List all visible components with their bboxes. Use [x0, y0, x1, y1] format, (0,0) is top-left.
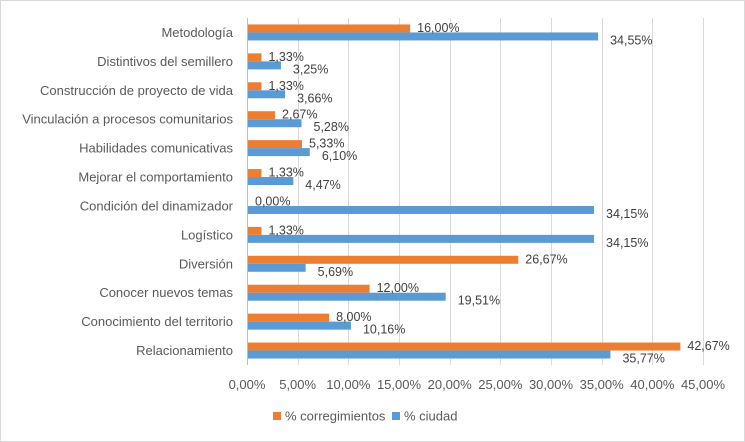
x-tick-label: 5,00%	[279, 377, 316, 392]
data-label-corregimientos: 1,33%	[268, 166, 303, 180]
data-label-corregimientos: 1,33%	[268, 79, 303, 93]
bar-corregimientos	[248, 24, 411, 33]
x-tick-label: 15,00%	[377, 377, 422, 392]
data-label-ciudad: 5,69%	[318, 265, 353, 279]
bar-corregimientos	[248, 111, 276, 120]
bar-corregimientos	[248, 140, 303, 149]
data-label-ciudad: 10,16%	[363, 323, 405, 337]
bar-ciudad	[248, 90, 286, 99]
x-tick-label: 40,00%	[630, 377, 675, 392]
bar-corregimientos	[248, 226, 262, 235]
category-label: Mejorar el comportamiento	[78, 170, 233, 185]
legend-label: % corregimientos	[285, 409, 386, 424]
bars	[248, 24, 681, 359]
x-tick-label: 20,00%	[428, 377, 473, 392]
bar-corregimientos	[248, 82, 262, 91]
bar-ciudad	[248, 148, 310, 157]
data-label-corregimientos: 26,67%	[525, 252, 567, 266]
legend-swatch	[273, 412, 281, 420]
data-label-corregimientos: 1,33%	[268, 223, 303, 237]
data-label-ciudad: 3,66%	[297, 91, 332, 105]
bar-corregimientos	[248, 255, 519, 264]
legend-label: % ciudad	[404, 409, 457, 424]
data-label-ciudad: 19,51%	[458, 294, 500, 308]
category-label: Vinculación a procesos comunitarios	[22, 112, 233, 127]
bar-corregimientos	[248, 313, 330, 322]
bar-ciudad	[248, 205, 595, 214]
data-label-ciudad: 35,77%	[622, 352, 664, 366]
bar-corregimientos	[248, 284, 370, 293]
legend-swatch	[392, 412, 400, 420]
bar-ciudad	[248, 292, 446, 301]
category-label: Construcción de proyecto de vida	[40, 83, 234, 98]
x-tick-label: 45,00%	[681, 377, 726, 392]
data-label-corregimientos: 8,00%	[336, 310, 371, 324]
category-label: Distintivos del semillero	[97, 54, 233, 69]
data-label-corregimientos: 16,00%	[417, 21, 459, 35]
category-label: Logístico	[181, 227, 233, 242]
legend-item-corregimientos: % corregimientos	[273, 409, 386, 424]
bar-ciudad	[248, 61, 281, 70]
bar-corregimientos	[248, 169, 262, 178]
x-tick-label: 0,00%	[229, 377, 266, 392]
data-label-corregimientos: 0,00%	[255, 194, 290, 208]
bar-ciudad	[248, 177, 294, 186]
legend: % corregimientos % ciudad	[273, 409, 457, 424]
bar-corregimientos	[248, 53, 262, 62]
bar-ciudad	[248, 119, 302, 128]
category-label: Condición del dinamizador	[80, 198, 234, 213]
x-tick-label: 10,00%	[326, 377, 371, 392]
data-label-corregimientos: 2,67%	[282, 108, 317, 122]
x-tick-label: 25,00%	[478, 377, 523, 392]
bar-ciudad	[248, 350, 611, 359]
gridlines	[247, 18, 704, 365]
data-label-ciudad: 34,15%	[606, 207, 648, 221]
bar-corregimientos	[248, 342, 681, 351]
bar-ciudad	[248, 321, 351, 330]
data-label-ciudad: 5,28%	[314, 120, 349, 134]
category-label: Conocimiento del territorio	[81, 314, 233, 329]
category-label: Relacionamiento	[136, 343, 233, 358]
data-label-corregimientos: 42,67%	[687, 339, 729, 353]
data-label-corregimientos: 5,33%	[309, 137, 344, 151]
bar-ciudad	[248, 263, 306, 272]
bar-ciudad	[248, 32, 599, 41]
category-label: Conocer nuevos temas	[99, 285, 233, 300]
data-label-corregimientos: 1,33%	[268, 50, 303, 64]
category-label: Diversión	[179, 256, 233, 271]
data-label-ciudad: 3,25%	[293, 62, 328, 76]
category-labels: Metodología Distintivos del semillero Cons…	[22, 25, 234, 358]
data-labels: 16,00%34,55%1,33%3,25%1,33%3,66%2,67%5,2…	[255, 21, 730, 366]
data-label-ciudad: 34,55%	[610, 33, 652, 47]
x-tick-label: 35,00%	[580, 377, 625, 392]
bar-ciudad	[248, 234, 595, 243]
category-label: Metodología	[161, 25, 233, 40]
data-label-corregimientos: 12,00%	[377, 281, 419, 295]
legend-item-ciudad: % ciudad	[392, 409, 457, 424]
category-label: Habilidades comunicativas	[79, 141, 233, 156]
data-label-ciudad: 4,47%	[305, 178, 340, 192]
data-label-ciudad: 34,15%	[606, 236, 648, 250]
data-label-ciudad: 6,10%	[322, 149, 357, 163]
x-tick-labels: 0,00% 5,00% 10,00% 15,00% 20,00% 25,00% 30,00%…	[229, 377, 726, 392]
x-tick-label: 30,00%	[529, 377, 574, 392]
